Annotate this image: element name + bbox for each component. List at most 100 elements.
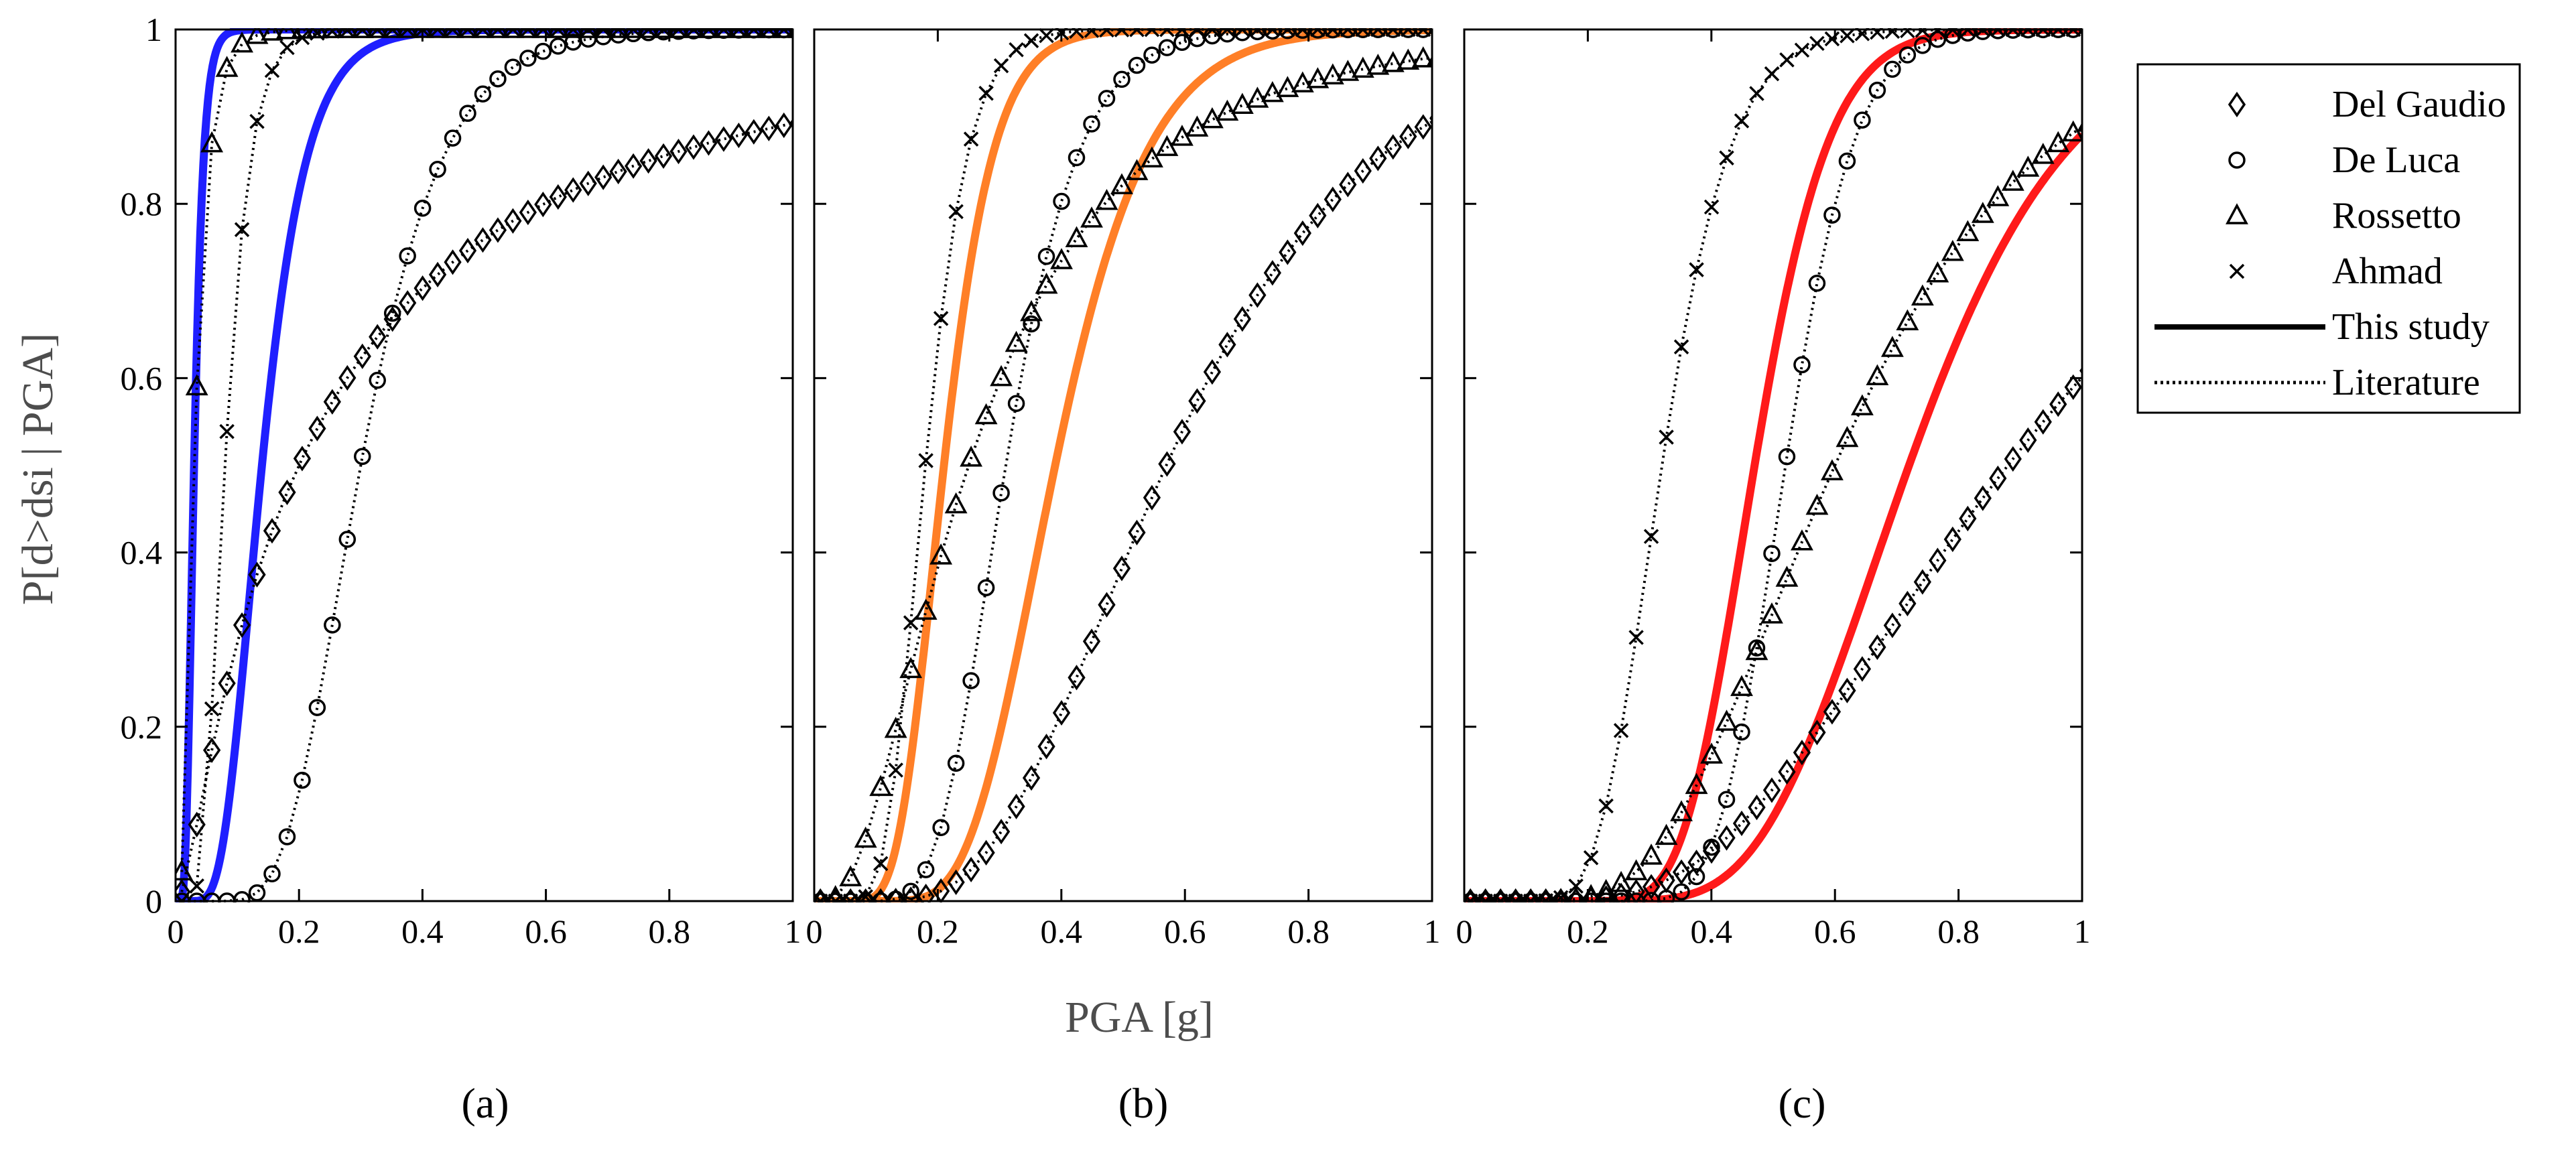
- diamond-marker: [1687, 850, 1705, 876]
- y-tick-label: 1: [145, 11, 162, 48]
- legend-label-this-study: This study: [2332, 306, 2490, 348]
- triangle-marker: [1141, 146, 1163, 167]
- x-tick-label: 1: [2074, 912, 2091, 950]
- plot-layer: 0 0.2 0.4 0.6 0.8 100.20.40.60.810 0.2 0.4 0.6 0.…: [121, 11, 2091, 950]
- triangle-marker: [1567, 886, 1585, 902]
- x-marker: [1734, 113, 1750, 129]
- triangle-marker: [471, 28, 495, 38]
- triangle-marker: [1956, 220, 1980, 241]
- x-marker: [1824, 31, 1840, 47]
- diamond-marker: [1959, 505, 1977, 532]
- markers-rossetto: [814, 46, 1432, 902]
- x-marker: [978, 85, 994, 101]
- triangle-marker: [1715, 709, 1738, 731]
- x-tick-label: 0: [806, 912, 823, 950]
- x-marker: [873, 856, 889, 872]
- x-marker: [791, 33, 793, 37]
- circle-marker: [962, 672, 980, 689]
- triangle-marker: [441, 28, 464, 38]
- x-marker: [1719, 150, 1734, 165]
- diamond-marker: [1898, 590, 1917, 617]
- diamond-marker: [2079, 366, 2082, 375]
- circle-marker: [1143, 46, 1161, 64]
- diamond-marker: [1022, 765, 1041, 791]
- circle-marker: [902, 882, 919, 900]
- diamond-marker: [458, 238, 477, 264]
- diamond-marker: [1883, 612, 1902, 638]
- diamond-marker: [248, 561, 266, 588]
- triangle-marker: [1366, 54, 1390, 75]
- x-marker: [1840, 28, 1855, 44]
- diamond-marker: [1778, 758, 1796, 785]
- circle-marker: [474, 85, 492, 103]
- triangle-marker: [531, 28, 555, 38]
- circle-marker: [489, 70, 507, 88]
- diamond-marker: [353, 343, 371, 369]
- diamond-marker: [1007, 793, 1025, 819]
- x-tick-label: 0.8: [649, 912, 691, 950]
- x-tick-label: 0.2: [1567, 912, 1609, 950]
- triangle-marker: [1730, 675, 1753, 696]
- triangle-marker: [1820, 459, 1844, 480]
- triangle-marker: [1926, 261, 1949, 283]
- x-tick-label: 0.6: [525, 912, 567, 950]
- triangle-marker: [1291, 71, 1314, 92]
- diamond-marker: [1748, 795, 1766, 821]
- diamond-marker: [1943, 526, 1961, 553]
- diamond-marker: [308, 415, 326, 442]
- panel-label-c: (c): [1778, 1079, 1825, 1127]
- diamond-marker: [263, 518, 281, 544]
- triangle-marker: [1261, 80, 1284, 103]
- diamond-marker: [1293, 220, 1311, 247]
- x-marker: [1794, 42, 1810, 58]
- triangle-marker: [1760, 602, 1783, 624]
- triangle-marker: [1306, 67, 1330, 88]
- x-tick-label: 0.2: [917, 912, 959, 950]
- diamond-marker: [1974, 485, 1992, 511]
- x-tick-label: 0: [168, 912, 184, 950]
- x-marker: [1643, 529, 1659, 544]
- x-marker: [1703, 199, 1720, 215]
- triangle-marker: [1381, 51, 1405, 72]
- triangle-marker: [960, 446, 983, 467]
- diamond-marker: [383, 306, 401, 332]
- diamond-marker: [399, 290, 417, 316]
- diamond-marker: [1913, 569, 1931, 595]
- triangle-marker: [562, 28, 585, 38]
- circle-marker: [790, 28, 793, 36]
- diamond-marker: [1052, 699, 1071, 726]
- panel-frame: [813, 28, 1433, 902]
- triangle-marker: [944, 492, 968, 514]
- circle-marker: [338, 531, 357, 548]
- x-marker: [888, 762, 903, 778]
- triangle-marker: [929, 543, 953, 565]
- diamond-marker: [369, 324, 387, 350]
- x-tick-label: 0.4: [401, 912, 444, 950]
- triangle-marker: [456, 28, 479, 38]
- circle-marker: [383, 304, 401, 322]
- x-marker: [1598, 798, 1614, 814]
- triangle-marker: [757, 28, 781, 38]
- x-marker: [1749, 86, 1764, 101]
- circle-marker: [1173, 33, 1191, 52]
- triangle-marker: [1351, 56, 1374, 78]
- diamond-marker: [1627, 879, 1645, 902]
- diamond-marker: [2019, 427, 2037, 454]
- diamond-marker: [1642, 874, 1661, 900]
- diamond-marker: [947, 869, 965, 895]
- circle-marker: [1128, 56, 1146, 74]
- x-tick-label: 0: [1456, 912, 1473, 950]
- x-marker: [1900, 28, 1915, 39]
- diamond-marker: [1037, 734, 1055, 760]
- triangle-marker: [1685, 772, 1708, 795]
- triangle-marker: [1411, 46, 1432, 68]
- circle-marker: [947, 754, 965, 772]
- circle-marker: [1778, 448, 1796, 466]
- diamond-marker: [962, 856, 980, 883]
- diamond-marker: [1369, 145, 1387, 172]
- triangle-marker: [381, 28, 404, 38]
- diamond-marker: [1702, 838, 1721, 864]
- diamond-marker: [504, 208, 522, 234]
- triangle-marker: [176, 859, 194, 881]
- curve-de-luca: [182, 28, 793, 902]
